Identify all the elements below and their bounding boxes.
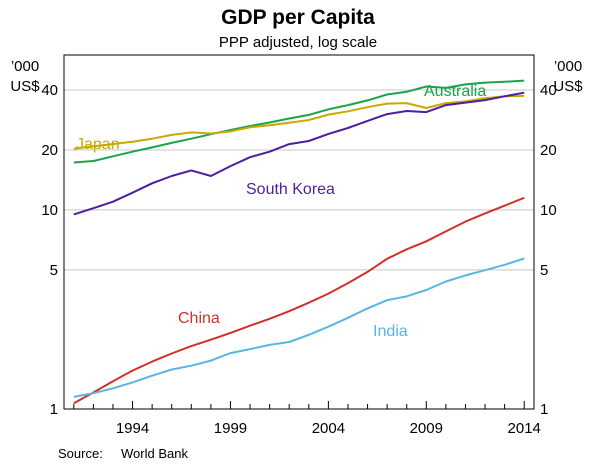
y-tick-right-1: 1 [540,401,548,418]
y-axis-ticks: 1 1 5 5 10 10 20 20 40 40 [41,82,556,418]
label-australia: Australia [424,83,486,100]
x-tick-2009: 2009 [410,420,443,437]
series-line-china [73,196,525,405]
source-text: World Bank [121,446,188,461]
chart-title: GDP per Capita [221,6,375,29]
y-tick-left-20: 20 [41,142,58,159]
y-tick-right-10: 10 [540,202,557,219]
left-unit-line-2: US$ [10,78,40,95]
x-axis-ticks: 1994 1999 2004 2009 2014 [73,401,541,437]
left-unit-line-1: ’000 [11,58,39,75]
y-tick-left-1: 1 [50,401,58,418]
series-line-south-korea [73,91,525,216]
x-tick-1999: 1999 [214,420,247,437]
y-tick-left-5: 5 [50,262,58,279]
label-india: India [373,323,408,340]
x-tick-1994: 1994 [116,420,149,437]
y-tick-left-40: 40 [41,82,58,99]
series-line-australia [73,79,525,164]
y-tick-left-10: 10 [41,202,58,219]
chart-subtitle: PPP adjusted, log scale [219,34,377,51]
label-china: China [178,310,220,327]
series-line-japan [73,94,525,150]
right-unit-line-2: US$ [553,78,583,95]
y-tick-right-5: 5 [540,262,548,279]
y-tick-right-20: 20 [540,142,557,159]
x-tick-2014: 2014 [508,420,541,437]
right-unit-line-1: ’000 [554,58,582,75]
label-japan: Japan [76,136,120,153]
source-label: Source: [58,446,103,461]
y-tick-right-40: 40 [540,82,557,99]
series-lines [73,79,525,405]
label-south-korea: South Korea [246,181,335,198]
series-line-india [73,257,525,398]
plot-frame [63,54,535,410]
x-tick-2004: 2004 [312,420,345,437]
